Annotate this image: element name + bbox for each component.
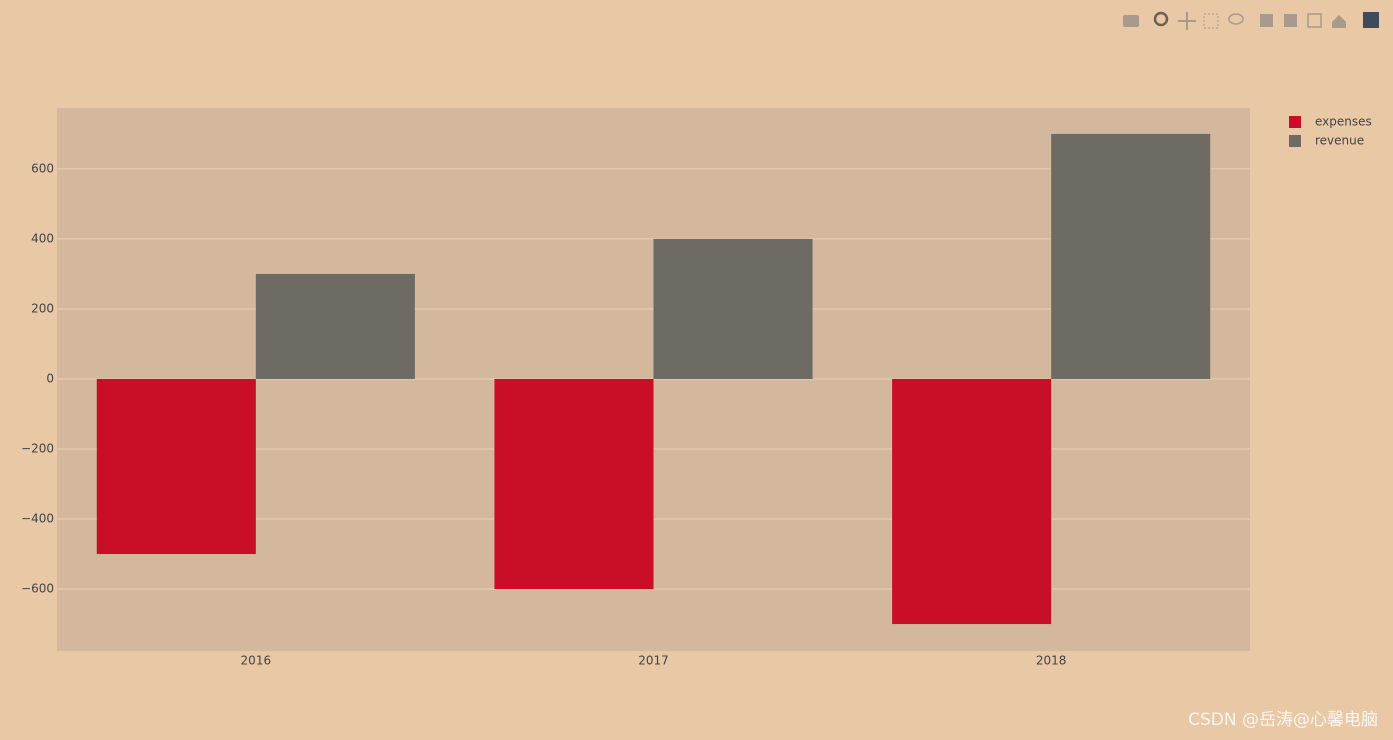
select-button[interactable]	[1203, 13, 1219, 29]
zoom-out-button[interactable]	[1284, 14, 1297, 27]
bar	[96, 378, 256, 555]
zoom-button[interactable]	[1153, 11, 1169, 27]
bar	[653, 238, 813, 379]
y-tick-label: −200	[21, 441, 54, 455]
x-tick-label: 2017	[638, 654, 669, 668]
y-tick-label: −600	[21, 582, 54, 596]
y-tick-label: 400	[31, 231, 54, 245]
pan-button[interactable]	[1178, 12, 1196, 30]
toolbar	[1123, 11, 1379, 30]
x-tick-label: 2018	[1036, 654, 1067, 668]
legend-label: revenue	[1315, 134, 1364, 148]
reset-button[interactable]	[1332, 15, 1346, 28]
y-tick-label: 600	[31, 161, 54, 175]
bar	[255, 273, 415, 379]
autoscale-button[interactable]	[1307, 13, 1322, 28]
bar	[1051, 133, 1211, 379]
bar	[494, 378, 654, 590]
legend-swatch	[1289, 116, 1301, 128]
bar	[892, 378, 1052, 625]
y-tick-label: 0	[46, 371, 54, 385]
x-tick-label: 2016	[241, 654, 272, 668]
y-tick-label: 200	[31, 301, 54, 315]
camera-button[interactable]	[1123, 15, 1139, 27]
legend-label: expenses	[1315, 115, 1372, 129]
lasso-button[interactable]	[1228, 13, 1244, 25]
watermark: CSDN @岳涛@心馨电脑	[1188, 710, 1378, 730]
zoom-in-button[interactable]	[1260, 14, 1273, 27]
legend-swatch	[1289, 135, 1301, 147]
plotly-logo[interactable]	[1363, 12, 1379, 28]
y-tick-label: −400	[21, 512, 54, 526]
